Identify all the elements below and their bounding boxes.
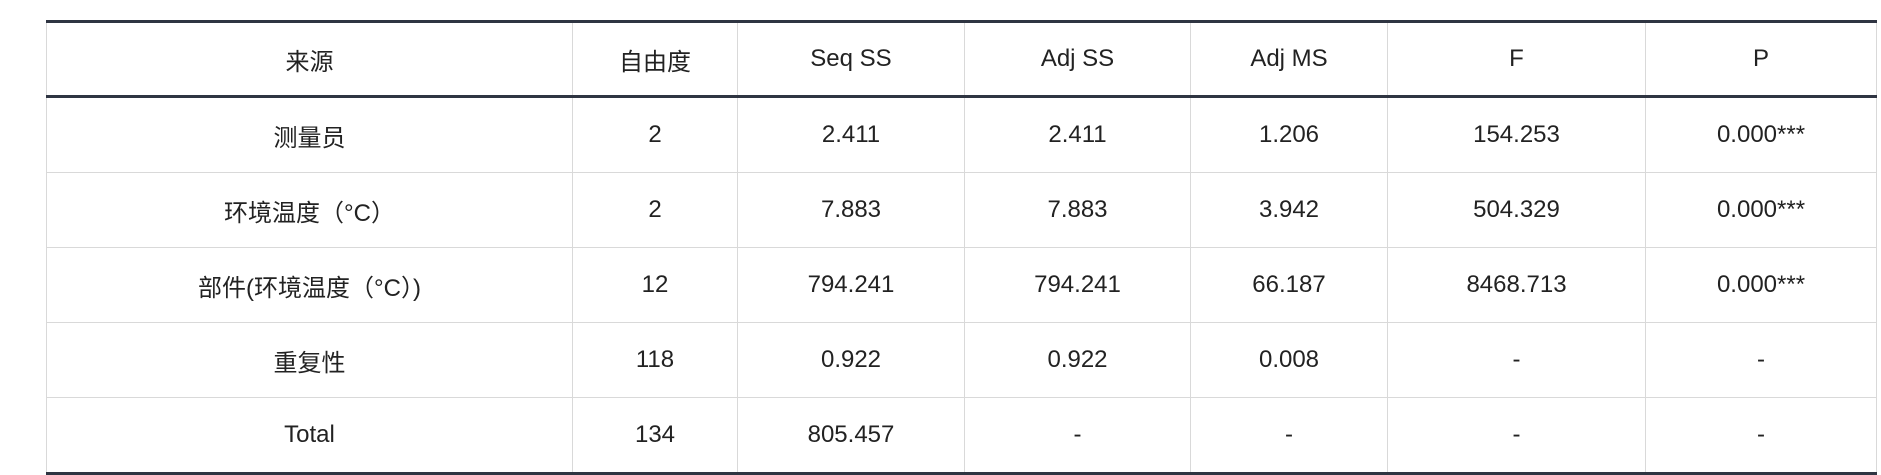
table-cell: -	[1645, 397, 1877, 475]
table-cell: 0.922	[737, 322, 965, 398]
header-row: 来源 自由度 Seq SS Adj SS Adj MS F P	[46, 20, 1877, 98]
table-cell: 测量员	[46, 96, 573, 173]
table-cell: 重复性	[46, 322, 573, 398]
table-cell: 504.329	[1387, 172, 1646, 248]
table-row: 部件(环境温度（°C）) 12 794.241 794.241 66.187 8468.7…	[46, 247, 1877, 323]
table-cell: Total	[46, 397, 573, 475]
table-cell: 0.008	[1190, 322, 1388, 398]
table-cell: 部件(环境温度（°C）)	[46, 247, 573, 323]
table-cell: 805.457	[737, 397, 965, 475]
table-cell: -	[1645, 322, 1877, 398]
table-row: 重复性 118 0.922 0.922 0.008- -	[46, 322, 1877, 398]
table-cell: -	[1190, 397, 1388, 475]
table-cell: 环境温度（°C）	[46, 172, 573, 248]
header-cell: P	[1645, 20, 1877, 98]
table-row: Total 134 805.457- - - -	[46, 397, 1877, 475]
header-cell: 自由度	[572, 20, 738, 98]
table-cell: 2	[572, 172, 738, 248]
table-cell: -	[964, 397, 1191, 475]
table-cell: 7.883	[737, 172, 965, 248]
table-cell: -	[1387, 397, 1646, 475]
table-cell: 134	[572, 397, 738, 475]
table-cell: 66.187	[1190, 247, 1388, 323]
header-cell: 来源	[46, 20, 573, 98]
header-cell: Adj SS	[964, 20, 1191, 98]
table-cell: 0.000***	[1645, 247, 1877, 323]
table-row: 测量员 2 2.411 2.411 1.206 154.253 0.000***	[46, 96, 1877, 173]
table-cell: 12	[572, 247, 738, 323]
anova-table: 来源 自由度 Seq SS Adj SS Adj MS F P 测量员 2 2.411 2.411…	[46, 20, 1877, 475]
table-cell: 1.206	[1190, 96, 1388, 173]
table-row: 环境温度（°C） 2 7.883 7.883 3.942 504.329 0.000***	[46, 172, 1877, 248]
header-cell: Seq SS	[737, 20, 965, 98]
table-cell: 3.942	[1190, 172, 1388, 248]
table-cell: 794.241	[964, 247, 1191, 323]
table-cell: 0.000***	[1645, 96, 1877, 173]
table-cell: 794.241	[737, 247, 965, 323]
table-cell: 7.883	[964, 172, 1191, 248]
table-container: 来源 自由度 Seq SS Adj SS Adj MS F P 测量员 2 2.411 2.411…	[46, 20, 1877, 475]
table-body: 测量员 2 2.411 2.411 1.206 154.253 0.000*** 环境温度（°…	[46, 96, 1877, 475]
table-cell: 0.000***	[1645, 172, 1877, 248]
table-cell: -	[1387, 322, 1646, 398]
header-cell: Adj MS	[1190, 20, 1388, 98]
table-cell: 2	[572, 96, 738, 173]
table-cell: 118	[572, 322, 738, 398]
table-cell: 0.922	[964, 322, 1191, 398]
table-cell: 154.253	[1387, 96, 1646, 173]
table-cell: 2.411	[964, 96, 1191, 173]
table-cell: 8468.713	[1387, 247, 1646, 323]
table-cell: 2.411	[737, 96, 965, 173]
header-cell: F	[1387, 20, 1646, 98]
